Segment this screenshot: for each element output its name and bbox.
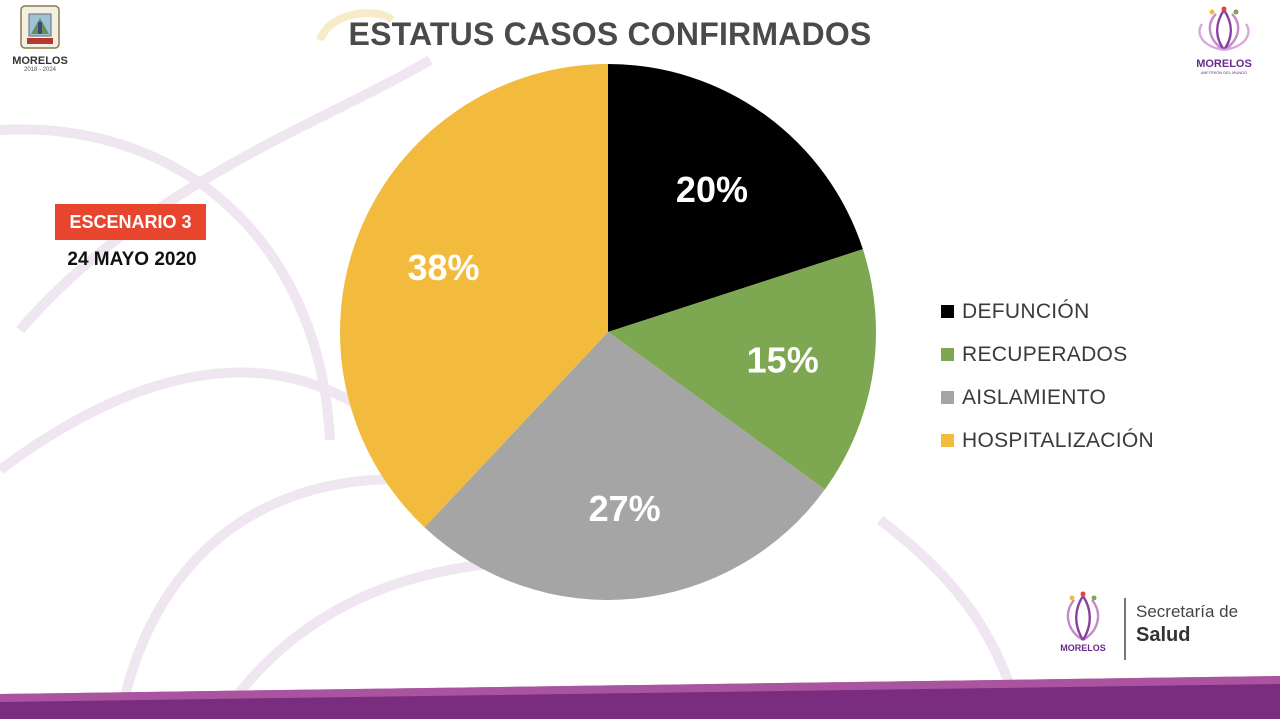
secretaria-salud-logo: MORELOS Secretaría de Salud [1048, 588, 1268, 668]
pie-slice-defunción [608, 64, 863, 332]
logo-divider [1124, 598, 1126, 660]
legend-label: DEFUNCIÓN [962, 299, 1090, 323]
state-seal-icon [20, 5, 60, 49]
legend-label: HOSPITALIZACIÓN [962, 428, 1154, 452]
lotus-flower-icon: MORELOS [1060, 591, 1106, 653]
pie-chart: 20% 15% 27% 38% [340, 64, 876, 601]
pie-label-aislamiento: 27% [589, 488, 661, 529]
pie-slice-hospitalización [340, 64, 608, 528]
bottom-brand-name: MORELOS [1060, 643, 1106, 653]
scenario-badge: ESCENARIO 3 [55, 204, 206, 240]
page-title: ESTATUS CASOS CONFIRMADOS [348, 16, 872, 52]
brand-logo-top: MORELOS ANFITRIÓN DEL MUNDO [1186, 6, 1262, 75]
legend-swatch [941, 305, 954, 318]
legend-label: RECUPERADOS [962, 342, 1128, 366]
brand-tagline: ANFITRIÓN DEL MUNDO [1200, 70, 1248, 75]
pie-label-recuperados: 15% [747, 340, 819, 381]
legend-item: AISLAMIENTO [941, 376, 1154, 419]
scenario-date: 24 MAYO 2020 [67, 249, 197, 270]
legend-swatch [941, 391, 954, 404]
state-seal-name: MORELOS [12, 55, 68, 67]
lotus-flower-icon [1198, 6, 1250, 52]
secretaria-line2: Salud [1136, 624, 1191, 646]
pie-slice-aislamiento [424, 332, 825, 601]
chart-legend: DEFUNCIÓN RECUPERADOS AISLAMIENTO HOSPITALI… [941, 290, 1154, 462]
state-seal: MORELOS 2018 - 2024 [6, 4, 74, 73]
brand-name: MORELOS [1196, 58, 1252, 70]
legend-item: RECUPERADOS [941, 333, 1154, 376]
pie-label-defunción: 20% [676, 169, 748, 210]
pie-slice-recuperados [608, 249, 876, 490]
legend-item: HOSPITALIZACIÓN [941, 419, 1154, 462]
state-seal-years: 2018 - 2024 [23, 67, 57, 73]
secretaria-line1: Secretaría de [1136, 602, 1239, 621]
legend-swatch [941, 434, 954, 447]
legend-swatch [941, 348, 954, 361]
legend-item: DEFUNCIÓN [941, 290, 1154, 333]
pie-label-hospitalización: 38% [408, 247, 480, 288]
legend-label: AISLAMIENTO [962, 385, 1107, 409]
